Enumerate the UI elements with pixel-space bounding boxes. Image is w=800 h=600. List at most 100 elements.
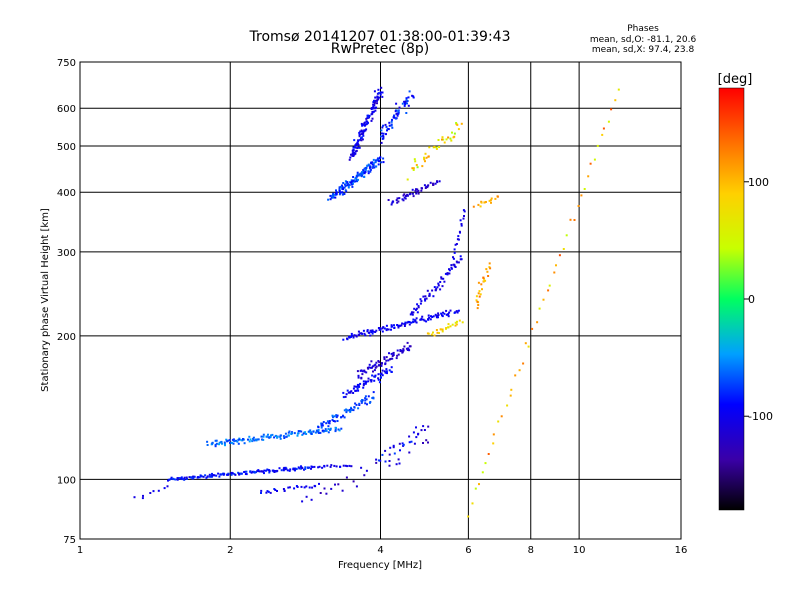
data-point xyxy=(288,430,291,433)
data-point xyxy=(339,191,341,194)
data-point xyxy=(467,515,470,518)
data-point xyxy=(356,141,359,144)
data-point xyxy=(457,261,460,264)
data-point xyxy=(487,275,490,277)
data-point xyxy=(458,319,461,322)
data-point xyxy=(229,441,231,444)
data-point xyxy=(364,380,367,383)
data-point xyxy=(170,477,173,480)
data-point xyxy=(455,323,458,326)
data-point xyxy=(360,466,363,469)
data-point xyxy=(405,112,408,114)
data-point xyxy=(384,449,387,452)
data-point xyxy=(176,477,179,480)
data-point xyxy=(413,307,416,310)
data-point xyxy=(437,312,440,315)
data-point xyxy=(356,143,359,145)
data-point xyxy=(252,437,254,440)
data-point xyxy=(386,372,388,375)
data-point xyxy=(398,197,401,200)
data-point xyxy=(376,98,379,101)
data-point xyxy=(364,382,367,385)
data-point xyxy=(422,295,425,298)
data-point xyxy=(441,285,444,288)
data-point xyxy=(377,88,380,91)
x-tick-label: 16 xyxy=(675,545,688,556)
data-point xyxy=(449,137,452,140)
data-point xyxy=(248,440,251,443)
data-point xyxy=(415,426,417,429)
data-point xyxy=(447,315,450,318)
data-point xyxy=(325,492,328,495)
data-point xyxy=(387,328,390,331)
data-point xyxy=(381,374,384,377)
data-point xyxy=(361,123,364,126)
data-point xyxy=(429,318,432,321)
data-point xyxy=(489,199,492,202)
data-point xyxy=(296,432,299,435)
data-point xyxy=(456,311,459,314)
data-point xyxy=(478,295,481,298)
data-point xyxy=(371,111,374,114)
data-point xyxy=(227,473,230,476)
data-point xyxy=(397,458,400,461)
data-point xyxy=(310,431,313,434)
data-point xyxy=(327,421,330,424)
data-point xyxy=(399,350,402,353)
data-point xyxy=(253,471,256,474)
data-point xyxy=(426,185,429,188)
data-point xyxy=(379,93,382,96)
data-point xyxy=(375,361,378,364)
data-point xyxy=(338,186,341,189)
data-point xyxy=(392,446,395,449)
data-point xyxy=(426,332,429,335)
data-point xyxy=(350,180,353,183)
data-point xyxy=(380,132,383,135)
data-point xyxy=(349,409,352,412)
data-point xyxy=(368,363,371,366)
data-point xyxy=(199,474,202,477)
data-point xyxy=(242,438,244,440)
data-point xyxy=(352,409,355,412)
data-point xyxy=(387,359,390,362)
data-point xyxy=(424,152,427,155)
data-point xyxy=(379,91,382,94)
data-point xyxy=(438,146,441,148)
data-point xyxy=(251,440,254,443)
data-point xyxy=(347,409,350,412)
data-point xyxy=(238,438,241,441)
data-point xyxy=(428,146,431,149)
data-point xyxy=(191,477,194,480)
data-point xyxy=(311,466,314,469)
data-point xyxy=(369,165,372,168)
data-point xyxy=(477,281,480,284)
data-point xyxy=(420,300,423,303)
data-point xyxy=(350,183,353,186)
data-point xyxy=(367,395,370,398)
data-point xyxy=(369,329,372,332)
data-point xyxy=(355,403,358,406)
data-point xyxy=(471,502,474,505)
data-point xyxy=(484,279,487,282)
data-point xyxy=(490,201,492,204)
data-point xyxy=(249,470,252,473)
data-point xyxy=(425,297,428,300)
data-point xyxy=(337,428,340,431)
data-point xyxy=(406,194,409,197)
data-point xyxy=(392,351,395,354)
data-point xyxy=(371,374,374,377)
data-point xyxy=(372,397,375,399)
data-point xyxy=(455,243,458,245)
data-point xyxy=(292,468,295,471)
data-point xyxy=(408,193,411,196)
data-point xyxy=(414,319,417,322)
data-point xyxy=(387,199,390,201)
data-point xyxy=(524,342,527,345)
data-point xyxy=(231,441,233,444)
data-point xyxy=(403,322,406,325)
data-point xyxy=(295,485,298,487)
data-point xyxy=(395,199,398,202)
data-point xyxy=(268,436,271,439)
data-point xyxy=(350,406,352,409)
data-point xyxy=(391,355,394,357)
